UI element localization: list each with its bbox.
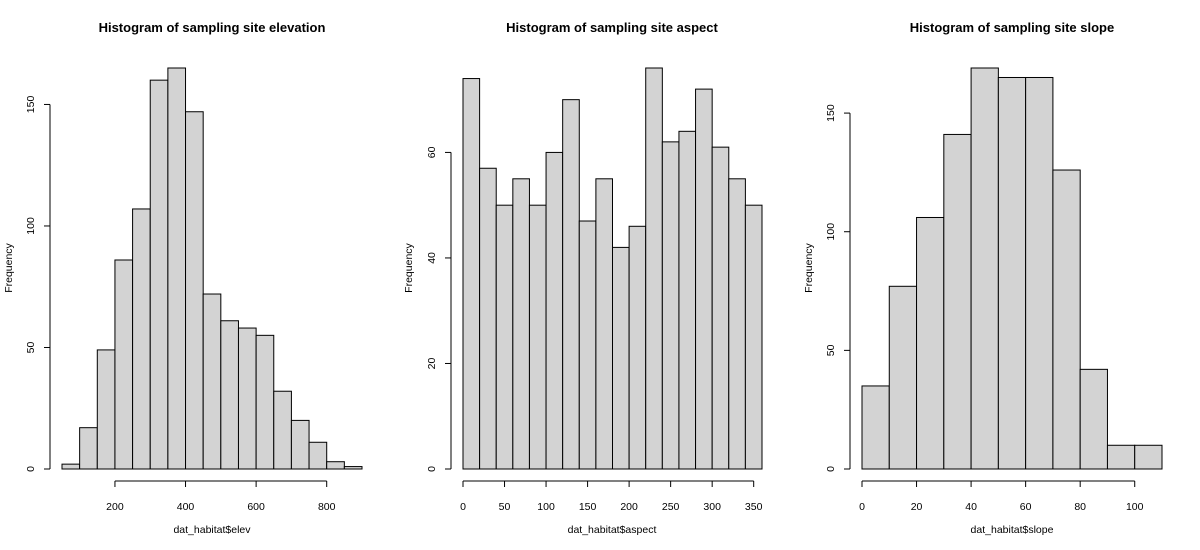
- histogram-bar: [479, 167, 497, 470]
- histogram-bar: [1106, 444, 1136, 470]
- histogram-bar: [237, 327, 257, 470]
- x-tick-label: 300: [703, 501, 721, 513]
- x-axis-label: dat_habitat$aspect: [568, 524, 657, 536]
- histogram-bar: [595, 178, 614, 470]
- histogram-bar: [645, 67, 663, 470]
- histogram-bar: [943, 133, 972, 470]
- histogram-bar: [79, 427, 98, 470]
- bars: [61, 67, 363, 470]
- histogram-bar: [202, 293, 222, 470]
- histogram-bar: [220, 320, 239, 470]
- histogram-bar: [578, 220, 597, 470]
- histogram-bar: [1052, 169, 1081, 470]
- histogram-bar: [661, 141, 680, 470]
- histogram-bar: [728, 178, 746, 470]
- histogram-panel-slope: Histogram of sampling site slope 0 20 40 60 8…: [803, 20, 1163, 536]
- histogram-bar: [1134, 444, 1163, 470]
- histogram-bar: [167, 67, 187, 470]
- y-axis-label: Frequency: [403, 242, 415, 292]
- histogram-panel-aspect: Histogram of sampling site aspect 0 50 100 1…: [403, 20, 763, 536]
- x-tick-label: 150: [579, 501, 597, 513]
- y-tick-label: 0: [25, 466, 37, 472]
- histogram-bar: [326, 461, 345, 470]
- histogram-bar: [273, 390, 292, 470]
- y-tick-label: 50: [25, 341, 37, 353]
- x-tick-label: 350: [745, 501, 763, 513]
- x-axis-label: dat_habitat$elev: [173, 524, 251, 536]
- y-tick-label: 150: [825, 104, 837, 122]
- histogram-bar: [970, 67, 999, 470]
- chart-title: Histogram of sampling site elevation: [99, 20, 326, 35]
- y-axis: 0 50 100 150 Frequency: [3, 96, 51, 472]
- x-tick-label: 200: [620, 501, 638, 513]
- y-tick-label: 0: [825, 466, 837, 472]
- histogram-bar: [916, 216, 945, 470]
- x-tick-label: 800: [318, 501, 336, 513]
- histogram-bar: [462, 78, 481, 470]
- histogram-bar: [495, 204, 514, 470]
- x-tick-label: 100: [1126, 501, 1144, 513]
- histogram-bar: [290, 419, 310, 470]
- histogram-bar: [744, 204, 763, 470]
- x-tick-label: 0: [859, 501, 865, 513]
- histogram-bar: [628, 225, 647, 470]
- y-axis-label: Frequency: [803, 242, 815, 292]
- histogram-bar: [861, 385, 890, 470]
- chart-title: Histogram of sampling site slope: [910, 20, 1114, 35]
- y-tick-label: 150: [25, 96, 37, 114]
- histogram-bar: [255, 334, 275, 470]
- y-tick-label: 60: [426, 146, 438, 158]
- x-tick-label: 600: [247, 501, 265, 513]
- histogram-bar: [132, 208, 151, 470]
- histogram-bar: [96, 349, 116, 470]
- y-tick-label: 100: [825, 223, 837, 241]
- y-tick-label: 50: [825, 344, 837, 356]
- x-tick-label: 60: [1020, 501, 1032, 513]
- y-axis-label: Frequency: [3, 242, 15, 292]
- x-axis: 200 400 600 800 dat_habitat$elev: [106, 480, 336, 536]
- x-axis-label: dat_habitat$slope: [971, 524, 1054, 536]
- x-tick-label: 50: [499, 501, 511, 513]
- histogram-bar: [343, 466, 363, 470]
- histogram-bar: [1025, 76, 1054, 470]
- y-tick-label: 40: [426, 252, 438, 264]
- histogram-bar: [185, 111, 204, 470]
- histogram-bar: [612, 246, 630, 470]
- y-tick-label: 0: [426, 466, 438, 472]
- histogram-bar: [149, 79, 169, 470]
- x-tick-label: 400: [177, 501, 195, 513]
- x-tick-label: 40: [965, 501, 977, 513]
- bars: [861, 67, 1163, 470]
- x-tick-label: 80: [1074, 501, 1086, 513]
- x-tick-label: 0: [460, 501, 466, 513]
- y-axis: 0 50 100 150 Frequency: [803, 104, 851, 472]
- histogram-bar: [545, 151, 564, 470]
- histogram-bar: [678, 130, 697, 470]
- x-axis: 0 50 100 150 200 250 300 350 dat_habitat$aspect: [460, 480, 763, 536]
- histogram-bar: [528, 204, 547, 470]
- histogram-bar: [114, 259, 134, 470]
- y-axis: 0 20 40 60 Frequency: [403, 146, 452, 472]
- histogram-bar: [61, 463, 81, 470]
- histogram-bar: [308, 441, 328, 470]
- x-axis: 0 20 40 60 80 100 dat_habitat$slope: [859, 480, 1144, 536]
- histogram-bar: [512, 178, 530, 470]
- histogram-bar: [1079, 368, 1108, 470]
- x-tick-label: 20: [911, 501, 923, 513]
- histogram-bar: [695, 88, 713, 470]
- histogram-bar: [711, 146, 730, 470]
- chart-title: Histogram of sampling site aspect: [506, 20, 718, 35]
- bars: [462, 67, 763, 470]
- y-tick-label: 100: [25, 217, 37, 235]
- y-tick-label: 20: [426, 357, 438, 369]
- x-tick-label: 250: [662, 501, 680, 513]
- histogram-bar: [888, 285, 918, 470]
- x-tick-label: 100: [537, 501, 555, 513]
- x-tick-label: 200: [106, 501, 124, 513]
- histogram-panel-elevation: Histogram of sampling site elevation 200 4…: [3, 20, 363, 536]
- histogram-bar: [997, 76, 1027, 470]
- histogram-bar: [562, 99, 580, 470]
